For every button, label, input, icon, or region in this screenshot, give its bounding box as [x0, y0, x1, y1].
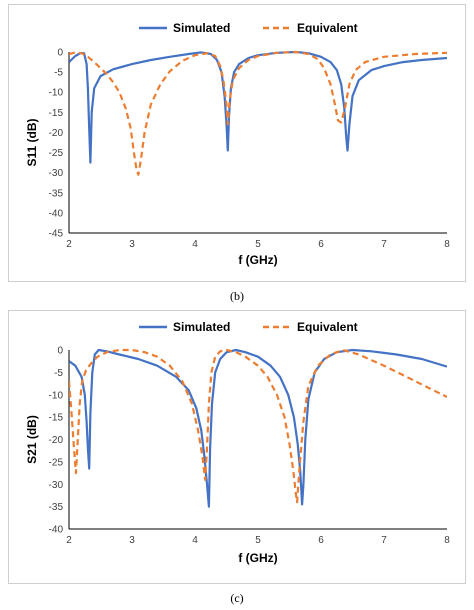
x-tick-label: 5: [255, 535, 261, 546]
chart-frame-s21: 0 -5 -10 -15 -20 -25 -30 -35 -40 2 3 4 5 6 7 8 f (GHz) S2…: [8, 310, 466, 584]
y-tick-label: -40: [49, 525, 64, 536]
x-tick-label: 6: [318, 239, 324, 250]
x-tick-label: 3: [129, 239, 135, 250]
chart-s11: 0 -5 -10 -15 -20 -25 -30 -35 -40 -452 3 4 5 6 7 8 f (GHz…: [25, 21, 450, 267]
x-tick-label: 5: [255, 239, 261, 250]
y-tick-label: -35: [49, 502, 64, 513]
x-tick-label: 8: [444, 535, 450, 546]
chart-s21: 0 -5 -10 -15 -20 -25 -30 -35 -402 3 4 5 6 7 8 f (GHz) S2…: [25, 320, 450, 565]
x-tick-label: 7: [381, 535, 387, 546]
x-tick-label: 7: [381, 239, 387, 250]
y-tick-label: -15: [49, 108, 64, 119]
y-tick-label: -5: [54, 68, 63, 79]
caption-b: (b): [230, 289, 244, 303]
legend-label-equivalent: Equivalent: [297, 320, 358, 334]
y-tick-label: -30: [49, 480, 64, 491]
y-axis-label: S11 (dB): [25, 118, 39, 166]
y-tick-label: -10: [49, 390, 64, 401]
y-tick-label: -40: [49, 208, 64, 219]
x-tick-label: 4: [192, 535, 198, 546]
legend-label-simulated: Simulated: [173, 320, 230, 334]
y-tick-label: -20: [49, 435, 64, 446]
y-tick-label: 0: [57, 48, 63, 59]
x-tick-label: 8: [444, 239, 450, 250]
y-tick-label: -25: [49, 457, 64, 468]
legend-label-equivalent: Equivalent: [297, 21, 358, 35]
x-tick-label: 6: [318, 535, 324, 546]
y-axis-label: S21 (dB): [25, 415, 39, 464]
y-tick-label: 0: [57, 346, 63, 357]
series-line-equivalent: [69, 348, 447, 504]
chart-frame-s11: 0 -5 -10 -15 -20 -25 -30 -35 -40 -45 2 3 4 5 6 7 8 f (GHz…: [8, 4, 466, 282]
caption-c: (c): [230, 591, 244, 605]
y-tick-label: -30: [49, 168, 64, 179]
y-tick-label: -35: [49, 188, 64, 199]
series-line-equivalent: [69, 50, 447, 176]
legend-label-simulated: Simulated: [173, 21, 230, 35]
x-tick-label: 4: [192, 239, 198, 250]
x-tick-label: 2: [66, 239, 72, 250]
x-axis-label: f (GHz): [238, 253, 277, 267]
x-tick-label: 2: [66, 535, 72, 546]
y-tick-label: -15: [49, 413, 64, 424]
y-tick-label: -10: [49, 88, 64, 99]
y-tick-label: -20: [49, 128, 64, 139]
y-tick-label: -25: [49, 148, 64, 159]
y-tick-label: -45: [49, 229, 64, 240]
y-tick-label: -5: [54, 368, 63, 379]
series-line-simulated: [69, 348, 447, 508]
x-axis-label: f (GHz): [238, 551, 277, 565]
x-tick-label: 3: [129, 535, 135, 546]
